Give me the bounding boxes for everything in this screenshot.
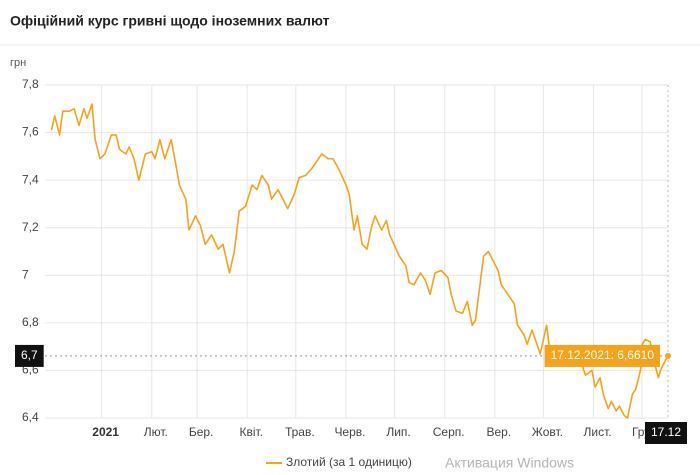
tooltip-box bbox=[544, 344, 660, 367]
x-tick-label: Черв. bbox=[334, 425, 365, 439]
x-tick-label: Серп. bbox=[433, 425, 465, 439]
x-tick-label: 2021 bbox=[92, 425, 119, 439]
y-tick-label: 7,6 bbox=[22, 125, 39, 139]
crosshair-x-label-text: 17.12 bbox=[651, 425, 681, 439]
hover-point bbox=[665, 352, 671, 359]
y-tick-label: 7 bbox=[22, 267, 29, 281]
crosshair-y-label-text: 6,7 bbox=[21, 348, 38, 362]
x-tick-label: Вер. bbox=[487, 425, 512, 439]
crosshair-y-label: 6,7 bbox=[15, 344, 44, 367]
chart-title: Офіційний курс гривні щодо іноземних вал… bbox=[10, 13, 330, 29]
x-tick-label: Лип. bbox=[386, 425, 410, 439]
y-tick-label: 7,2 bbox=[22, 220, 39, 234]
y-tick-label: 6,4 bbox=[22, 410, 39, 424]
crosshair-x-label-box bbox=[644, 422, 688, 444]
y-tick-label: 6,8 bbox=[22, 315, 39, 329]
tooltip: 17.12.2021: 6,6610 bbox=[544, 344, 660, 367]
x-tick-label: Жовт. bbox=[532, 425, 563, 439]
x-tick-label: Трав. bbox=[285, 425, 315, 439]
y-tick-label: 7,4 bbox=[22, 172, 39, 186]
crosshair-x-label: 17.12 bbox=[644, 422, 688, 444]
watermark: Активация Windows bbox=[445, 455, 574, 471]
x-tick-label: Квіт. bbox=[240, 425, 264, 439]
x-tick-label: Лист. bbox=[584, 425, 612, 439]
crosshair-y-label-box bbox=[15, 344, 44, 367]
y-tick-label: 7,8 bbox=[22, 77, 39, 91]
tooltip-text: 17.12.2021: 6,6610 bbox=[551, 348, 655, 362]
y-axis-label: грн bbox=[10, 57, 26, 69]
legend-label: Злотий (за 1 одиницю) bbox=[286, 455, 412, 469]
x-tick-label: Лют. bbox=[144, 425, 168, 439]
x-tick-label: Бер. bbox=[189, 425, 214, 439]
